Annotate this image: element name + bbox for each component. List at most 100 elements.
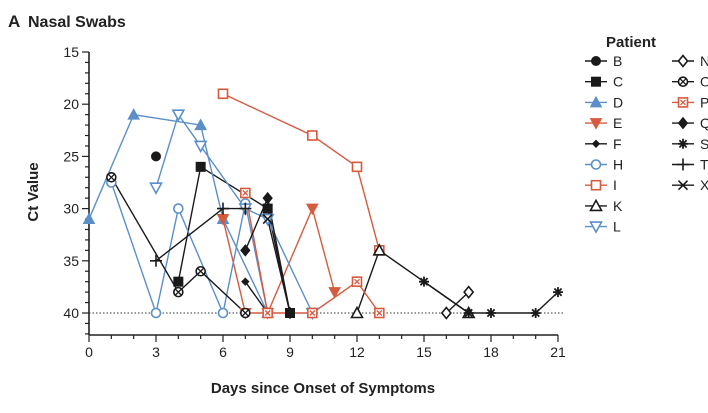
data-point-d <box>82 212 96 225</box>
legend-item-d: D <box>585 94 623 110</box>
legend-marker-o <box>677 76 689 87</box>
data-point-o <box>106 171 117 183</box>
legend-label: K <box>613 198 623 214</box>
series-markers <box>82 88 563 321</box>
legend-marker-p <box>677 97 689 108</box>
legend-item-q: Q <box>672 115 708 131</box>
data-point-c <box>262 203 273 214</box>
legend-marker-q <box>677 116 689 130</box>
legend-item-p: P <box>672 94 708 110</box>
data-point-p <box>351 276 363 287</box>
legend-label: Q <box>700 115 708 131</box>
data-point-t <box>217 202 229 215</box>
legend-label: C <box>613 74 623 90</box>
data-point-h <box>217 307 229 319</box>
x-tick-label: 3 <box>152 344 160 360</box>
series-lines <box>88 93 559 316</box>
series-line-x <box>266 218 291 314</box>
data-point-s <box>553 287 563 298</box>
legend-item-f: F <box>585 136 622 152</box>
data-point-q <box>262 191 273 205</box>
y-tick-label: 35 <box>63 253 79 269</box>
data-point-d <box>127 108 141 120</box>
series-line-k <box>356 249 470 314</box>
legend-label: N <box>700 53 708 69</box>
legend-label: L <box>613 219 621 235</box>
x-tick-label: 12 <box>349 344 365 360</box>
data-point-l <box>193 140 208 154</box>
legend-marker-s <box>678 138 688 149</box>
x-tick-label: 21 <box>550 344 566 360</box>
legend-item-o: O <box>672 74 708 90</box>
series-line-o <box>110 176 246 314</box>
x-tick-label: 18 <box>483 344 499 360</box>
legend-item-e: E <box>585 115 622 131</box>
data-point-s <box>463 308 474 318</box>
legend-marker-d <box>589 95 603 108</box>
legend-label: P <box>700 94 708 110</box>
series-line-n <box>445 291 470 314</box>
legend-label: T <box>700 157 708 173</box>
data-point-c <box>173 276 184 287</box>
legend-item-b: B <box>585 53 622 69</box>
data-point-i <box>217 88 229 100</box>
y-tick-label: 15 <box>63 44 79 60</box>
legend-label: O <box>700 74 708 90</box>
data-point-o <box>195 265 206 277</box>
legend-label: B <box>613 53 622 69</box>
data-point-l <box>171 109 186 122</box>
data-point-e <box>328 287 342 299</box>
data-point-o <box>173 286 184 298</box>
data-point-t <box>239 202 252 215</box>
x-tick-label: 15 <box>416 344 432 360</box>
legend-marker-x <box>677 180 689 191</box>
data-point-x <box>284 307 296 319</box>
data-point-q <box>240 244 251 257</box>
legend-marker-i <box>590 179 602 191</box>
data-point-s <box>530 308 541 318</box>
data-point-s <box>486 308 496 318</box>
data-point-e <box>305 203 319 216</box>
legend-item-l: L <box>585 219 621 235</box>
legend-label: F <box>613 136 622 152</box>
series-line-i <box>222 93 381 251</box>
legend-label: E <box>613 115 622 131</box>
legend-title: Patient <box>606 34 656 51</box>
legend-item-t: T <box>672 157 708 173</box>
data-point-p <box>240 187 251 199</box>
data-point-b <box>151 151 161 162</box>
legend-marker-l <box>589 221 603 234</box>
y-tick-label: 30 <box>63 201 79 217</box>
data-point-t <box>150 254 162 267</box>
x-tick-label: 9 <box>286 344 294 360</box>
legend-item-n: N <box>672 53 708 69</box>
data-point-f <box>241 277 250 286</box>
data-point-n <box>440 306 452 320</box>
legend-item-h: H <box>585 157 623 173</box>
x-tick-label: 0 <box>85 344 93 360</box>
legend-item-x: X <box>672 177 708 193</box>
data-point-i <box>307 130 318 141</box>
y-tick-label: 40 <box>63 305 79 321</box>
legend-label: D <box>613 94 623 110</box>
chart-title: Nasal Swabs <box>28 14 126 31</box>
legend-label: I <box>613 177 617 193</box>
y-tick-label: 20 <box>63 96 79 112</box>
y-tick-label: 25 <box>63 148 79 164</box>
data-point-n <box>463 285 475 299</box>
data-point-p <box>262 307 273 319</box>
y-axis-label: Ct Value <box>25 162 42 221</box>
legend-marker-f <box>591 139 601 149</box>
legend-marker-k <box>589 198 603 212</box>
x-tick-label: 6 <box>219 344 227 360</box>
legend-item-s: S <box>672 136 708 152</box>
data-point-c <box>195 161 206 172</box>
data-point-h <box>173 203 184 214</box>
series-line-h <box>110 182 269 316</box>
data-point-d <box>194 118 208 131</box>
data-point-l <box>149 182 163 195</box>
data-point-i <box>351 161 363 173</box>
legend-item-k: K <box>585 198 623 214</box>
data-point-k <box>372 243 387 256</box>
